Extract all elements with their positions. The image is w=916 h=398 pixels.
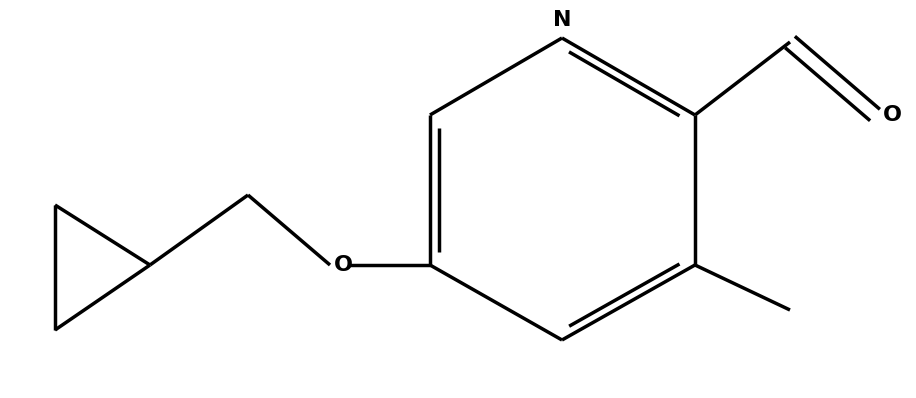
Text: O: O [883,105,902,125]
Text: N: N [552,10,572,30]
Text: O: O [333,255,353,275]
